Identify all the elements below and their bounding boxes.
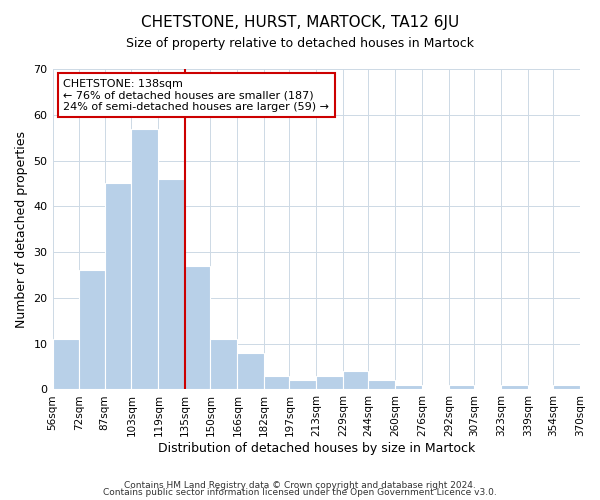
Bar xyxy=(264,376,289,390)
Bar xyxy=(185,266,211,390)
Text: Size of property relative to detached houses in Martock: Size of property relative to detached ho… xyxy=(126,38,474,51)
Bar xyxy=(104,184,131,390)
Bar xyxy=(343,371,368,390)
Bar xyxy=(158,179,185,390)
Text: CHETSTONE: 138sqm
← 76% of detached houses are smaller (187)
24% of semi-detache: CHETSTONE: 138sqm ← 76% of detached hous… xyxy=(63,78,329,112)
Bar xyxy=(449,385,474,390)
Bar xyxy=(131,128,158,390)
Bar xyxy=(316,376,343,390)
Bar xyxy=(79,270,104,390)
Bar xyxy=(553,385,580,390)
Y-axis label: Number of detached properties: Number of detached properties xyxy=(15,130,28,328)
Text: Contains public sector information licensed under the Open Government Licence v3: Contains public sector information licen… xyxy=(103,488,497,497)
Bar xyxy=(395,385,422,390)
Bar xyxy=(501,385,528,390)
Bar xyxy=(211,339,238,390)
X-axis label: Distribution of detached houses by size in Martock: Distribution of detached houses by size … xyxy=(158,442,475,455)
Text: Contains HM Land Registry data © Crown copyright and database right 2024.: Contains HM Land Registry data © Crown c… xyxy=(124,480,476,490)
Bar xyxy=(368,380,395,390)
Bar xyxy=(238,353,264,390)
Bar xyxy=(289,380,316,390)
Bar xyxy=(53,339,79,390)
Text: CHETSTONE, HURST, MARTOCK, TA12 6JU: CHETSTONE, HURST, MARTOCK, TA12 6JU xyxy=(141,15,459,30)
